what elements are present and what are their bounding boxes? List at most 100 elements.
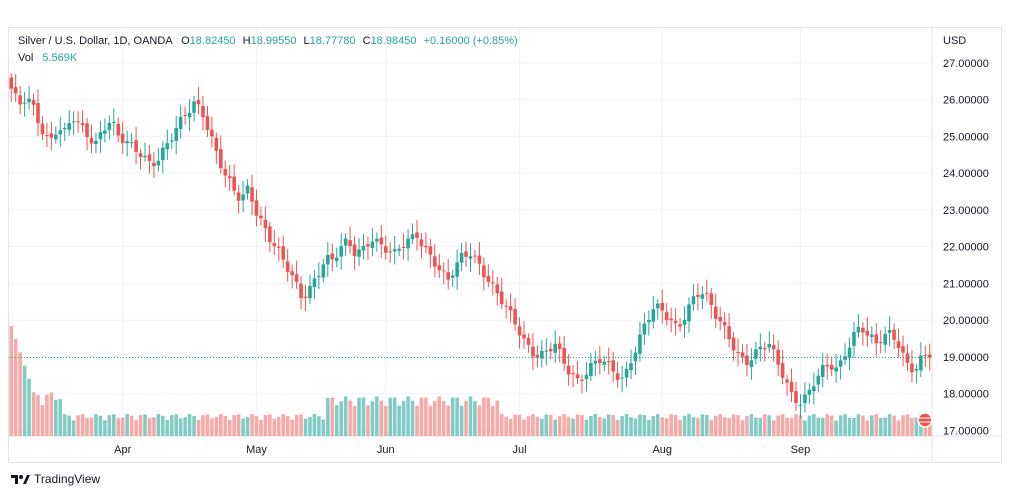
candle-body	[85, 123, 89, 138]
symbol-title[interactable]: Silver / U.S. Dollar, 1D, OANDA	[18, 35, 173, 47]
candle-body	[321, 264, 326, 278]
close-label: C	[362, 35, 371, 47]
candle-body	[13, 87, 18, 94]
volume-bar	[816, 417, 821, 436]
candle	[874, 322, 879, 357]
volume-legend: Vol 5.569K	[18, 52, 77, 64]
candle	[375, 232, 379, 252]
volume-bar	[263, 414, 268, 436]
candle	[540, 340, 544, 368]
volume-bar	[441, 400, 446, 436]
candle	[571, 364, 575, 388]
volume-bar	[678, 420, 682, 436]
volume-bar	[9, 326, 14, 436]
volume-bar	[276, 416, 281, 436]
candle	[424, 232, 428, 254]
candle	[754, 341, 758, 365]
candle-body	[771, 345, 776, 350]
candle-body	[522, 334, 526, 339]
candle	[660, 289, 665, 324]
volume-bar	[94, 414, 98, 436]
candle	[9, 73, 14, 103]
candle	[865, 317, 870, 347]
candle-body	[397, 248, 401, 251]
candle	[504, 299, 508, 319]
volume-bar	[892, 415, 896, 436]
candle	[40, 116, 45, 141]
candle	[192, 96, 196, 122]
volume-bar	[477, 405, 482, 436]
candle-body	[250, 187, 254, 202]
volume-bar	[718, 414, 722, 436]
candle	[31, 93, 36, 116]
candle-body	[548, 348, 553, 352]
candle	[562, 335, 566, 371]
candle-body	[495, 284, 500, 294]
volume-bar	[361, 397, 366, 436]
candle-body	[169, 140, 174, 142]
candle	[156, 148, 161, 172]
candle-body	[820, 364, 825, 378]
candle	[513, 298, 517, 331]
candle-body	[816, 375, 821, 385]
volume-bar	[290, 419, 294, 436]
candle-body	[40, 123, 45, 135]
candle-body	[638, 334, 642, 354]
candle-body	[98, 132, 103, 140]
volume-bar	[878, 417, 883, 436]
candle	[548, 342, 553, 360]
candle	[13, 73, 18, 103]
candle	[236, 185, 241, 214]
candle-body	[161, 147, 165, 161]
tradingview-brand[interactable]: TradingView	[10, 472, 100, 486]
candle	[468, 243, 473, 272]
candle	[339, 233, 343, 270]
volume-bar	[161, 415, 165, 436]
candle-body	[598, 359, 602, 364]
candle-body	[219, 149, 223, 169]
candle	[780, 349, 785, 385]
volume-bar	[250, 414, 254, 436]
brand-name: TradingView	[34, 472, 101, 486]
candle-body	[713, 306, 718, 319]
candle	[664, 303, 669, 326]
candle-body	[446, 272, 450, 280]
volume-bar	[914, 417, 919, 436]
candle-body	[785, 379, 789, 383]
volume-bar	[187, 414, 192, 436]
candle-body	[27, 98, 31, 103]
candle-body	[263, 219, 268, 229]
volume-bar	[896, 420, 901, 436]
x-tick-label: Aug	[652, 444, 672, 456]
candle-body	[392, 249, 397, 252]
candle-body	[196, 100, 201, 105]
volume-bar	[129, 415, 134, 436]
volume-bar	[834, 420, 838, 436]
volume-bar	[27, 378, 31, 436]
candle-body	[829, 365, 834, 370]
candle-body	[245, 185, 250, 194]
candle	[285, 248, 290, 282]
candle-body	[709, 293, 714, 305]
candle-body	[67, 123, 71, 130]
candle	[183, 106, 187, 125]
candle-body	[526, 337, 531, 345]
candle	[731, 332, 736, 361]
x-tick-label: Apr	[114, 444, 131, 456]
candle-body	[31, 100, 36, 105]
candle	[214, 132, 219, 164]
candle	[669, 307, 673, 333]
volume-bar	[178, 418, 183, 436]
candle	[272, 229, 277, 255]
candle-body	[722, 322, 727, 326]
y-tick-label: 26.00000	[943, 95, 989, 107]
candle-body	[330, 253, 335, 260]
volume-bar	[910, 417, 914, 436]
candle	[696, 283, 700, 311]
x-tick-label: Jun	[377, 444, 395, 456]
candle	[606, 347, 611, 375]
candle-body	[103, 130, 107, 134]
volume-bar	[428, 405, 433, 436]
candle-body	[272, 243, 277, 247]
